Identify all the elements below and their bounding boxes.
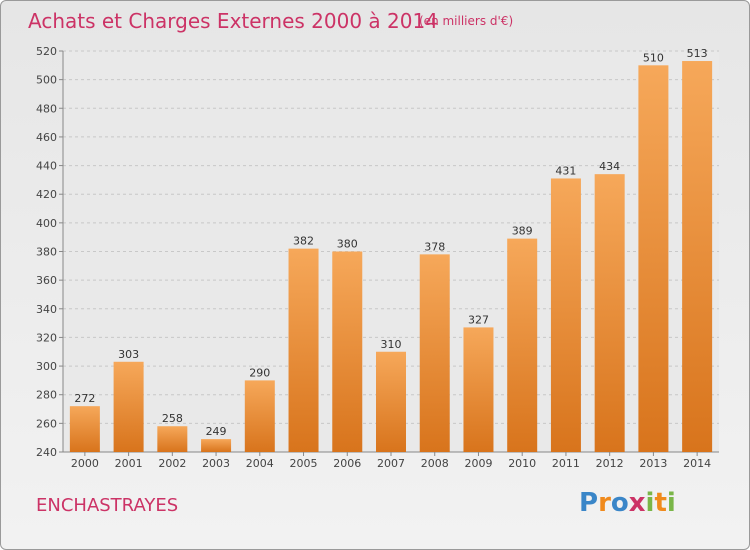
x-tick-label: 2003 <box>202 457 230 470</box>
commune-name: ENCHASTRAYES <box>36 495 179 516</box>
bar-value-label: 434 <box>599 160 620 173</box>
y-tick-label: 400 <box>36 217 57 230</box>
bar-value-label: 380 <box>337 238 358 251</box>
bar-value-label: 513 <box>687 47 708 60</box>
bar-value-label: 258 <box>162 412 183 425</box>
y-tick-label: 380 <box>36 246 57 259</box>
bar-value-label: 389 <box>512 225 533 238</box>
bar <box>113 361 144 452</box>
bar <box>594 174 625 452</box>
bar-value-label: 378 <box>424 240 445 253</box>
logo-letter: x <box>628 488 646 518</box>
x-tick-label: 2007 <box>377 457 405 470</box>
y-tick-label: 260 <box>36 417 57 430</box>
chart-subtitle: (en milliers d'€) <box>419 14 514 28</box>
bar <box>332 251 363 452</box>
x-tick-label: 2004 <box>246 457 274 470</box>
bar <box>419 254 450 452</box>
logo-letter: P <box>579 488 599 518</box>
x-tick-label: 2012 <box>596 457 624 470</box>
bar-value-label: 327 <box>468 313 489 326</box>
bar-value-label: 431 <box>555 164 576 177</box>
x-tick-label: 2011 <box>552 457 580 470</box>
x-tick-label: 2006 <box>333 457 361 470</box>
y-tick-label: 520 <box>36 45 57 58</box>
y-tick-label: 280 <box>36 389 57 402</box>
bar <box>244 380 275 452</box>
bar-chart: 272 303 258 249 290 382 380 310 378 327 389 431 434 5… <box>36 45 719 470</box>
bar <box>682 61 713 453</box>
bar-value-label: 272 <box>74 392 95 405</box>
x-tick-label: 2002 <box>158 457 186 470</box>
bar <box>69 406 100 452</box>
x-tick-label: 2000 <box>71 457 99 470</box>
y-tick-label: 340 <box>36 303 57 316</box>
logo-letter: o <box>610 488 629 518</box>
x-tick-label: 2013 <box>639 457 667 470</box>
x-tick-label: 2010 <box>508 457 536 470</box>
data-labels: 272 303 258 249 290 382 380 310 378 327 389 431 434 5… <box>74 47 707 438</box>
y-tick-labels: 240 260 280 300 320 340 360 380 400 420 440 460 480 5… <box>36 45 57 459</box>
y-tick-label: 460 <box>36 131 57 144</box>
y-tick-label: 500 <box>36 74 57 87</box>
bar <box>638 65 669 453</box>
bar-value-label: 303 <box>118 348 139 361</box>
bar-value-label: 249 <box>206 425 227 438</box>
y-tick-label: 360 <box>36 274 57 287</box>
x-tick-label: 2001 <box>115 457 143 470</box>
bar-value-label: 290 <box>249 366 270 379</box>
logo-letter: r <box>598 488 611 518</box>
y-tick-label: 440 <box>36 160 57 173</box>
bar <box>157 426 188 452</box>
logo-letter: i <box>645 488 655 518</box>
y-tick-label: 240 <box>36 446 57 459</box>
y-tick-label: 300 <box>36 360 57 373</box>
y-tick-label: 420 <box>36 188 57 201</box>
bar <box>463 327 494 452</box>
bar-value-label: 510 <box>643 51 664 64</box>
y-tick-label: 480 <box>36 102 57 115</box>
y-tick-label: 320 <box>36 331 57 344</box>
chart-title: Achats et Charges Externes 2000 à 2014 <box>28 9 438 33</box>
x-tick-labels: 2000 2001 2002 2003 2004 2005 2006 2007 2008 2009… <box>71 457 711 470</box>
x-tick-label: 2014 <box>683 457 711 470</box>
proxiti-logo[interactable]: Proxiti <box>579 488 676 518</box>
x-tick-label: 2009 <box>464 457 492 470</box>
bar <box>507 238 538 452</box>
bar <box>288 248 319 452</box>
bar <box>550 178 581 453</box>
logo-letter: t <box>654 488 667 518</box>
bar-value-label: 310 <box>381 338 402 351</box>
bar <box>201 439 232 452</box>
bar <box>376 351 406 452</box>
bar-value-label: 382 <box>293 235 314 248</box>
x-tick-label: 2008 <box>421 457 449 470</box>
bars <box>69 61 713 453</box>
logo-letter: i <box>666 488 676 518</box>
x-tick-label: 2005 <box>290 457 318 470</box>
